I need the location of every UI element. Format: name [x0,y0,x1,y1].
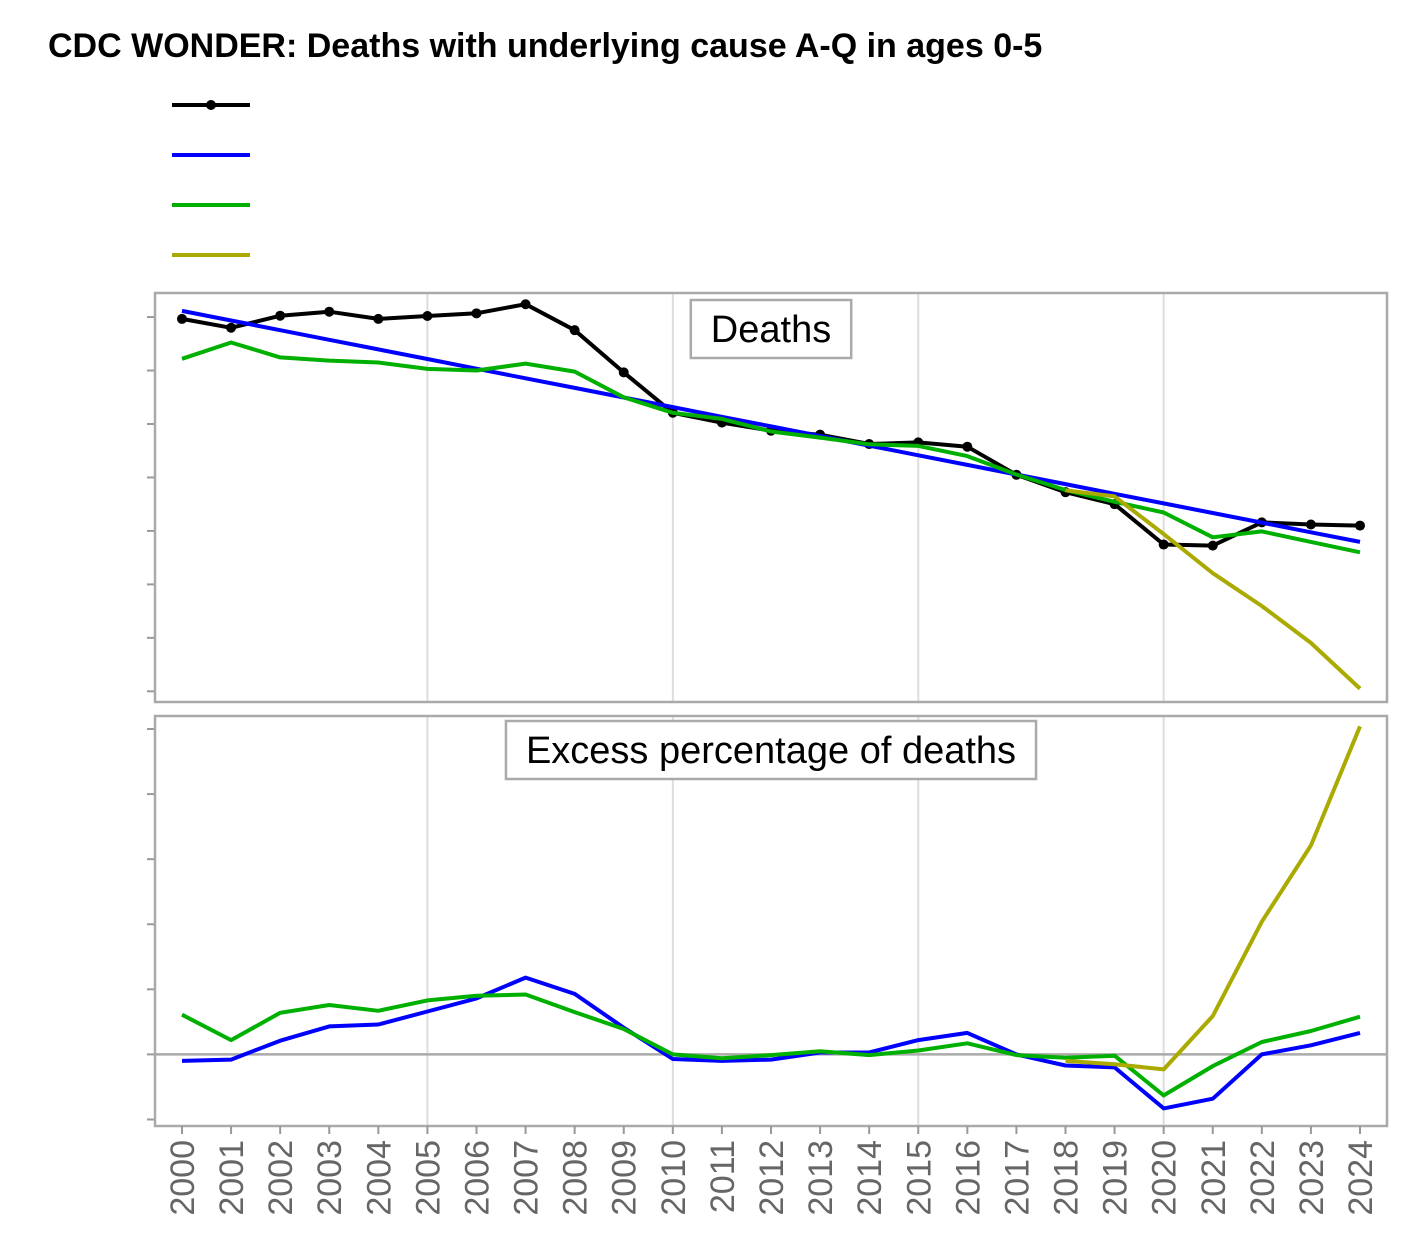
x-tick-label: 2015 [900,1140,938,1216]
x-axis: 2000 2001 2002 2003 2004 2005 2006 2007 2008 2009… [164,1126,1380,1216]
x-tick-label: 2007 [508,1140,546,1216]
data-point-2009 [618,367,629,378]
panel-label-box: Deaths [689,298,853,360]
panel-label-box: Excess percentage of deaths [504,719,1038,781]
x-tick-label: 2017 [998,1140,1036,1216]
x-tick-label: 2014 [851,1140,889,1216]
data-point-2020 [1158,539,1169,550]
x-tick-label: 2000 [164,1140,202,1216]
series-line-reverse-engineered-baseline-of-ethical-skeptic [1065,725,1362,1072]
legend-marker [206,100,216,110]
panel-label-frame [689,298,853,360]
legend [172,100,250,257]
chart-title: CDC WONDER: Deaths with underlying cause… [48,27,1042,65]
data-point-2021 [1207,540,1218,551]
x-tick-label: 2002 [262,1140,300,1216]
data-point-2006 [471,308,482,319]
x-tick-label: 2012 [753,1140,791,1216]
x-tick-label: 2023 [1293,1140,1331,1216]
data-point-2000 [176,313,187,324]
x-tick-label: 2005 [409,1140,447,1216]
x-tick-label: 2024 [1342,1140,1380,1216]
x-tick-label: 2006 [458,1140,496,1216]
x-tick-label: 2010 [655,1140,693,1216]
x-tick-label: 2009 [606,1140,644,1216]
series-line-2010-2019-liner-trend-for-cmr-by-age-times-population [181,992,1361,1098]
panel-border [153,291,1389,704]
excess-percentage-panel: Excess percentage of deaths [147,714,1389,1128]
x-tick-label: 2021 [1195,1140,1233,1216]
data-point-2002 [275,310,286,321]
series-line-2010-2019-linear-regression [181,308,1361,544]
series-line-2010-2019-liner-trend-for-cmr-by-age-times-population [181,340,1361,555]
deaths-panel: Deaths [147,291,1389,704]
x-tick-label: 2020 [1146,1140,1184,1216]
x-tick-label: 2018 [1048,1140,1086,1216]
x-tick-label: 2013 [802,1140,840,1216]
data-point-2023 [1305,519,1316,530]
x-tick-label: 2003 [311,1140,349,1216]
x-tick-label: 2019 [1097,1140,1135,1216]
data-point-2008 [569,325,580,336]
panel-label: Deaths [711,309,831,351]
data-point-2007 [520,299,531,310]
data-point-2004 [373,313,384,324]
data-point-2005 [422,310,433,321]
data-point-2003 [324,306,335,317]
panel-label-frame [504,719,1038,781]
data-point-2024 [1355,520,1366,531]
x-tick-label: 2001 [213,1140,251,1216]
panel-label: Excess percentage of deaths [526,730,1016,772]
series-line-reverse-engineered-baseline-of-ethical-skeptic [1065,488,1362,691]
x-tick-label: 2008 [557,1140,595,1216]
data-point-2001 [226,322,237,333]
x-tick-label: 2022 [1244,1140,1282,1216]
legend-item-actual-deaths [172,100,250,110]
x-tick-label: 2011 [704,1140,742,1213]
x-tick-label: 2016 [949,1140,987,1216]
data-point-2016 [962,441,973,452]
x-tick-label: 2004 [360,1140,398,1216]
series-line-2010-2019-linear-regression [181,975,1361,1111]
